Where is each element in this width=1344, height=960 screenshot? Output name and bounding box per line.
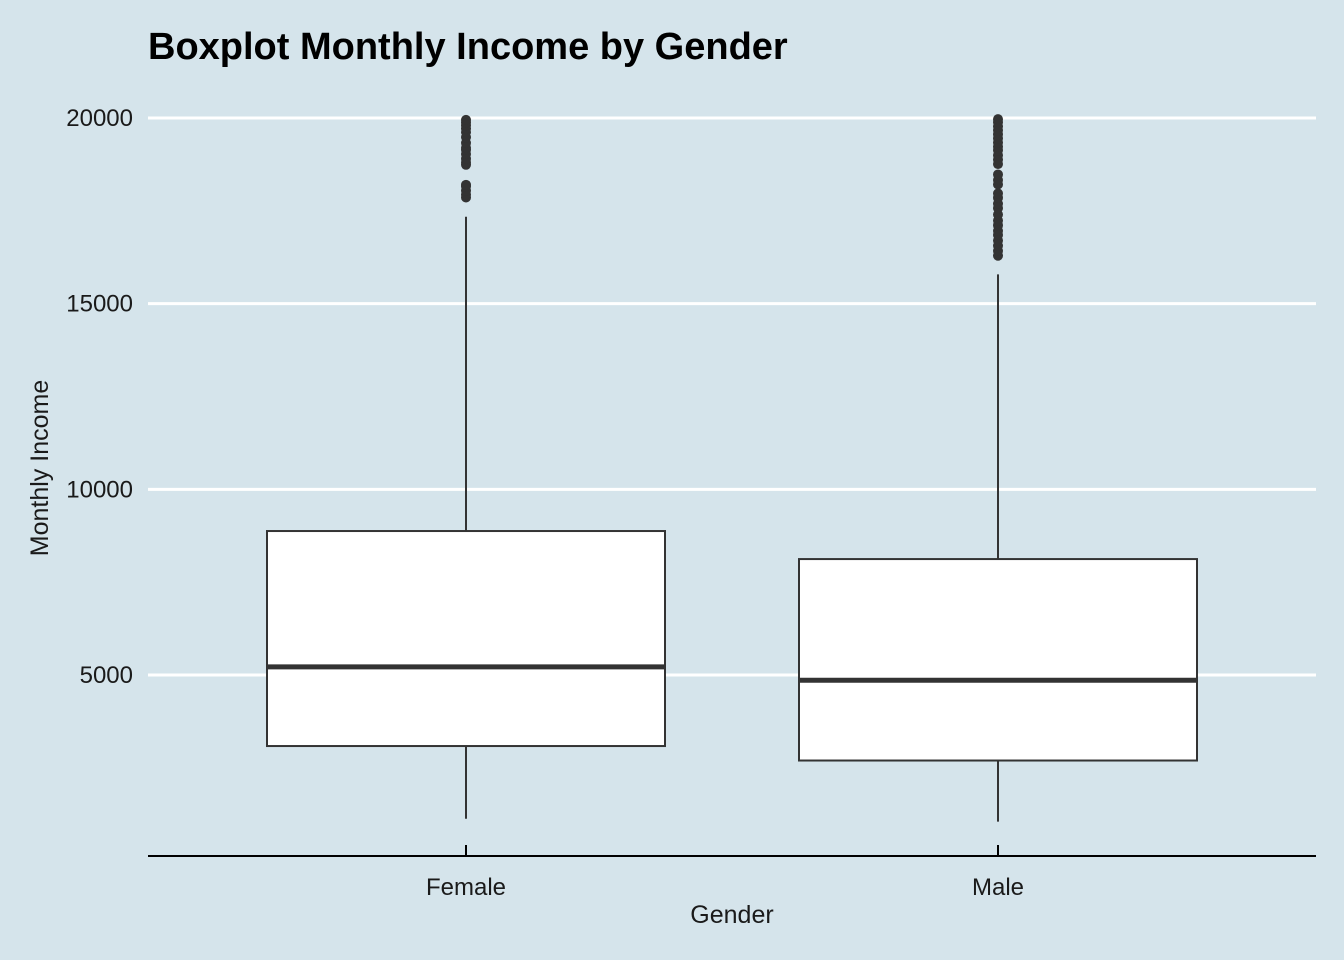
x-axis-title: Gender <box>690 901 773 929</box>
x-tick-label: Female <box>426 874 506 901</box>
box <box>798 558 1198 762</box>
y-tick-label: 5000 <box>80 662 133 689</box>
x-tick-label: Male <box>972 874 1024 901</box>
y-tick-label: 15000 <box>66 291 133 318</box>
outlier-point <box>993 169 1003 180</box>
chart-title: Boxplot Monthly Income by Gender <box>148 26 788 68</box>
y-axis-title: Monthly Income <box>26 380 54 556</box>
box <box>266 530 666 748</box>
outlier-point <box>993 188 1003 199</box>
y-tick-label: 10000 <box>66 476 133 503</box>
outlier-point <box>461 114 471 125</box>
outlier-point <box>461 179 471 190</box>
outlier-point <box>993 114 1003 125</box>
y-tick-label: 20000 <box>66 105 133 132</box>
